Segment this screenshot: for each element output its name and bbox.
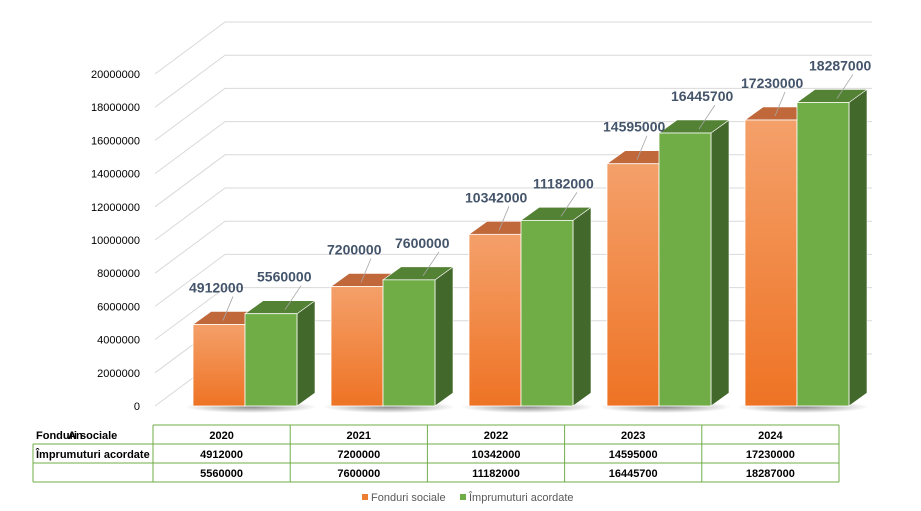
table-category: 2023: [621, 430, 645, 442]
y-tick-label: 12000000: [91, 202, 140, 214]
bar-2022-imprumuturi-acordate: [520, 219, 574, 407]
bar-2024-fonduri-sociale: [744, 119, 798, 407]
data-label: 17230000: [741, 75, 804, 91]
bar-2024-imprumuturi-acordate: [796, 102, 850, 407]
data-label-leader: [422, 251, 440, 277]
table-cell: 7200000: [337, 449, 380, 461]
legend-label: Fonduri sociale: [371, 492, 446, 504]
data-label: 7600000: [395, 235, 450, 251]
data-label: 5560000: [257, 269, 312, 285]
bar-2021-imprumuturi-acordate: [382, 279, 436, 407]
data-label: 4912000: [189, 279, 244, 295]
bar-2020-fonduri-sociale: [192, 324, 246, 407]
table-category: 2021: [347, 430, 371, 442]
y-tick-label: 18000000: [91, 102, 140, 114]
data-label-leader: [836, 74, 854, 99]
bar-2022-fonduri-sociale: [468, 233, 522, 407]
data-label-leader: [560, 192, 578, 217]
bars: [185, 88, 869, 413]
y-tick-label: 14000000: [91, 169, 140, 181]
bar-2023-fonduri-sociale: [606, 163, 660, 407]
y-tick-label: 2000000: [97, 368, 140, 380]
legend-swatch-0: [362, 494, 368, 500]
bar-2021-fonduri-sociale: [330, 286, 384, 407]
table-cell: 7600000: [337, 468, 380, 480]
table-category: 2024: [758, 430, 783, 442]
data-label-leader: [360, 258, 372, 283]
data-label-leader: [284, 285, 302, 310]
gridline-10: [154, 21, 872, 75]
table-category: 2020: [209, 430, 233, 442]
table-cell: 14595000: [609, 449, 658, 461]
gridline-8: [154, 87, 872, 141]
y-tick-label: 4000000: [97, 335, 140, 347]
table-category: 2022: [484, 430, 508, 442]
data-table: An 2020 2021 2022 2023 2024 Fonduri sociale 491…: [32, 424, 840, 483]
y-tick-label: 10000000: [91, 235, 140, 247]
data-label-leader: [774, 91, 786, 117]
table-cell: 11182000: [472, 468, 520, 480]
table-cell: 4912000: [200, 449, 243, 461]
table-cell: 17230000: [746, 449, 795, 461]
legend-swatch-1: [460, 494, 466, 500]
data-label: 10342000: [465, 189, 528, 205]
data-label: 16445700: [671, 88, 734, 104]
y-tick-label: 20000000: [91, 69, 140, 81]
bar-side-2024-1: [848, 88, 868, 407]
data-label: 14595000: [603, 119, 666, 135]
data-label: 18287000: [809, 57, 872, 73]
gridlines: [154, 21, 872, 407]
data-label: 7200000: [327, 241, 382, 257]
data-label-leader: [222, 296, 234, 321]
bar-side-2020-1: [296, 300, 316, 407]
data-labels: 4912000 5560000 7200000 7600000 10342000 1118…: [189, 57, 872, 321]
bar-side-2022-1: [572, 206, 592, 407]
table-row-label: Împrumuturi acordate: [35, 448, 150, 461]
table-cell: 10342000: [472, 449, 521, 461]
table-row-label: Fonduri sociale: [36, 430, 117, 442]
y-tick-label: 6000000: [97, 301, 140, 313]
legend: Fonduri sociale Împrumuturi acordate: [362, 491, 574, 504]
legend-label: Împrumuturi acordate: [468, 491, 574, 504]
data-label: 11182000: [533, 175, 594, 191]
gridline-9: [154, 54, 872, 108]
data-label-leader: [636, 135, 648, 160]
gridline-7: [154, 121, 872, 175]
y-tick-label: 0: [134, 401, 140, 413]
bar-2023-imprumuturi-acordate: [658, 132, 712, 407]
table-cell: 18287000: [746, 468, 795, 480]
bar-side-2021-1: [434, 266, 454, 407]
table-cell: 5560000: [200, 468, 243, 480]
data-label-leader: [698, 104, 716, 130]
bar-2020-imprumuturi-acordate: [244, 313, 298, 407]
table-header-label: An: [68, 430, 83, 442]
table-cell: 16445700: [609, 468, 658, 480]
y-tick-label: 8000000: [97, 268, 140, 280]
y-tick-label: 16000000: [91, 135, 140, 147]
y-axis: 0 2000000 4000000 6000000 8000000 10000000 120…: [91, 69, 140, 413]
bar-side-2023-1: [710, 119, 730, 407]
data-label-leader: [498, 206, 510, 231]
